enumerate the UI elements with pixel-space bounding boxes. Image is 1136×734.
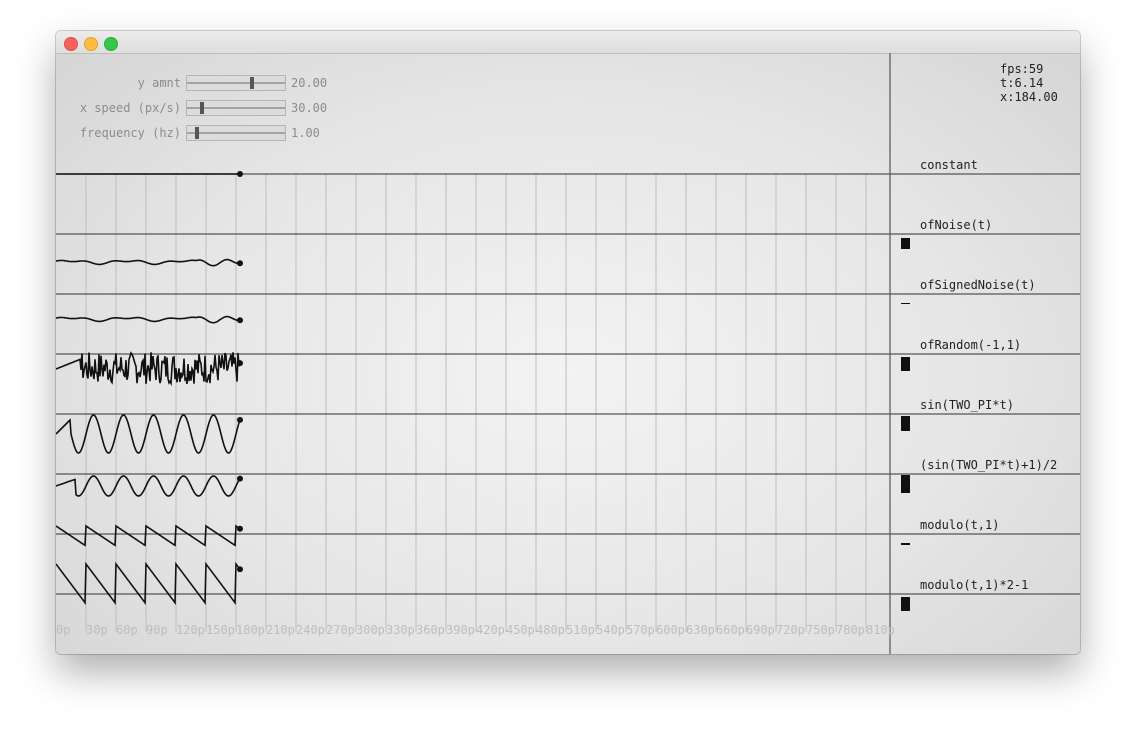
slider-track [187,82,285,84]
waveform-line [56,524,241,547]
waveform-end-dot [237,475,243,482]
axis-tick-label: 300p [356,623,385,637]
waveform-end-dot [237,525,243,532]
axis-tick-label: 540p [596,623,625,637]
waveform-end-dot [237,171,243,177]
waveform-line [56,351,241,387]
axis-tick-label: 750p [806,623,835,637]
row-value-bar [901,303,910,304]
waveform-line [56,414,241,454]
row-label-ofsignednoise: ofSignedNoise(t) [920,278,1036,292]
axis-tick-label: 330p [386,623,415,637]
time-readout: t:6.14 [1000,76,1044,90]
title-bar [56,31,1080,54]
stats-readout: fps:59 t:6.14 x:184.00 [1000,62,1058,104]
axis-tick-label: 30p [86,623,108,637]
axis-tick-label: 180p [236,623,265,637]
frequency-label: frequency (hz) [79,126,181,140]
waveform-end-dot [237,360,243,367]
slider-track [187,132,285,134]
row-label-ofrandom: ofRandom(-1,1) [920,338,1022,352]
axis-tick-label: 360p [416,623,445,637]
waveform-end-dot [237,260,243,267]
axis-tick-label: 570p [626,623,655,637]
frequency-value: 1.00 [291,126,320,140]
axis-tick-label: 90p [146,623,168,637]
row-value-bar [901,543,910,545]
close-button[interactable] [64,37,78,51]
axis-tick-label: 720p [776,623,805,637]
row-label-modulo: modulo(t,1) [920,518,1000,532]
minimize-button[interactable] [84,37,98,51]
axis-tick-label: 390p [446,623,475,637]
x-readout: x:184.00 [1000,90,1058,104]
row-label-sin: sin(TWO_PI*t) [920,398,1014,412]
axis-tick-label: 150p [206,623,235,637]
axis-tick-label: 60p [116,623,138,637]
app-window: y amnt 20.00 x speed (px/s) 30.00 freque… [56,31,1080,654]
row-value-bar [901,475,910,493]
zoom-button[interactable] [104,37,118,51]
y-amount-value: 20.00 [291,76,328,90]
axis-tick-label: 120p [176,623,205,637]
axis-tick-label: 780p [836,623,865,637]
slider-handle[interactable] [195,127,199,139]
x-speed-label: x speed (px/s) [79,101,181,115]
x-speed-slider[interactable] [186,100,286,116]
y-amount-slider[interactable] [186,75,286,91]
axis-tick-label: 450p [506,623,535,637]
axis-tick-label: 660p [716,623,745,637]
axis-tick-label: 510p [566,623,595,637]
row-label-ofnoise: ofNoise(t) [920,218,993,232]
y-amount-label: y amnt [137,76,181,90]
axis-tick-label: 270p [326,623,355,637]
slider-handle[interactable] [250,77,254,89]
axis-tick-label: 690p [746,623,775,637]
axis-tick-label: 0p [56,623,71,637]
waveform-line [56,561,241,606]
slider-track [187,107,285,109]
axis-tick-label: 810p [866,623,895,637]
axis-tick-label: 240p [296,623,325,637]
slider-handle[interactable] [200,102,204,114]
waveform-end-dot [237,416,243,423]
row-value-bar [901,597,910,611]
row-label-constant: constant [920,158,978,172]
plot-canvas [56,53,1080,654]
fps-readout: fps:59 [1000,62,1044,76]
axis-tick-label: 480p [536,623,565,637]
axis-tick-label: 420p [476,623,505,637]
row-value-bar [901,238,910,249]
waveform-line [56,315,241,324]
axis-tick-label: 210p [266,623,295,637]
axis-tick-label: 600p [656,623,685,637]
axis-tick-label: 630p [686,623,715,637]
waveform-end-dot [237,566,243,573]
row-label-modulo-signed: modulo(t,1)*2-1 [920,578,1029,592]
frequency-slider[interactable] [186,125,286,141]
row-value-bar [901,357,910,371]
row-label-sin-normalized: (sin(TWO_PI*t)+1)/2 [920,458,1058,472]
x-speed-value: 30.00 [291,101,328,115]
waveform-end-dot [237,317,243,324]
waveform-line [56,475,241,497]
waveform-line [56,258,241,267]
row-value-bar [901,416,910,431]
